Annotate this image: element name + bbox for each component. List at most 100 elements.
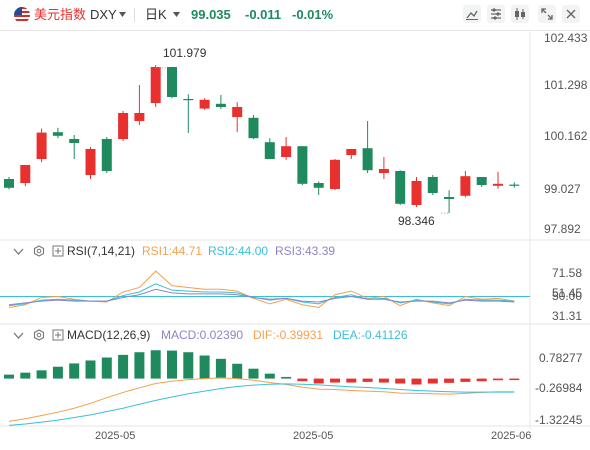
candle-body [69, 139, 80, 143]
candle-body [460, 176, 471, 196]
kline-chart-area[interactable] [0, 30, 590, 450]
macd-histogram-bar [444, 378, 455, 383]
macd-value: MACD:0.02390 [161, 328, 244, 342]
candle-style-button[interactable] [511, 5, 529, 23]
macd-histogram-bar [215, 358, 226, 379]
macd-histogram-bar [313, 378, 324, 384]
close-chart-button[interactable] [562, 5, 580, 23]
macd-histogram-bar [150, 350, 161, 379]
macd-histogram-bar [476, 378, 487, 382]
candle-body [264, 142, 275, 159]
macd-title: MACD(12,26,9) [67, 328, 151, 342]
settings-icon[interactable] [33, 245, 45, 257]
macd-histogram-bar [362, 378, 373, 382]
macd-histogram-bar [346, 378, 357, 383]
candle-body [150, 67, 161, 103]
price-change: -0.011 [245, 7, 282, 22]
settings-icon [491, 8, 501, 20]
macd-dif-line [8, 377, 515, 422]
last-price: 99.035 [191, 7, 231, 22]
candle-body [411, 181, 422, 205]
macd-axis-label: -1.32245 [535, 413, 583, 427]
macd-histogram-bar [85, 360, 96, 379]
price-axis-label: 101.298 [544, 78, 588, 92]
candle-body [167, 67, 177, 97]
macd-histogram-bar [330, 378, 340, 383]
rsi-legend: RSI(7,14,21) RSI1:44.71 RSI2:44.00 RSI3:… [0, 242, 520, 260]
macd-histogram-bar [248, 368, 259, 379]
indicator-icon[interactable] [52, 329, 64, 341]
candle-body [378, 169, 389, 173]
candle-body [476, 177, 487, 185]
collapse-icon[interactable] [13, 246, 24, 257]
price-axis-label: 100.162 [544, 129, 588, 143]
macd-histogram-bar [20, 372, 31, 379]
candle-body [248, 117, 259, 139]
macd-axis-label: -0.26984 [535, 381, 583, 395]
macd-histogram-bar [297, 378, 308, 382]
candle-body [52, 132, 63, 136]
instrument-name[interactable]: 美元指数 [34, 7, 87, 22]
period-selector[interactable]: 日K [145, 7, 167, 22]
dif-value: DIF:-0.39931 [253, 328, 324, 342]
candle-body [509, 184, 520, 186]
macd-histogram-bar [493, 378, 503, 381]
rsi2-value: RSI2:44.00 [208, 244, 269, 258]
rsi-line-2 [8, 283, 515, 307]
candle-body [427, 177, 438, 193]
macd-axis-label: 0.78277 [539, 351, 583, 365]
expand-icon [541, 8, 553, 20]
rsi-title: RSI(7,14,21) [67, 244, 136, 258]
candle-body [215, 103, 226, 107]
settings-icon[interactable] [33, 329, 45, 341]
macd-histogram-bar [183, 352, 194, 379]
close-icon [566, 9, 576, 19]
toolbar-divider [134, 8, 135, 22]
candle-body [134, 113, 145, 121]
rsi3-value: RSI3:43.39 [275, 244, 336, 258]
macd-histogram-bar [52, 366, 63, 379]
compare-button[interactable] [463, 5, 481, 23]
candle-body [395, 171, 406, 204]
low-price-label: 98.346 [398, 214, 435, 228]
rsi-axis-label: 31.31 [552, 309, 583, 323]
compare-icon [466, 10, 478, 20]
date-axis-label: 2025-06 [491, 430, 532, 442]
macd-histogram-bar [69, 363, 80, 379]
chart-toolbar: 美元指数 DXY 日K 99.035 -0.011 -0.01% [0, 0, 590, 31]
chevron-down-icon[interactable] [119, 12, 126, 17]
macd-legend: MACD(12,26,9) MACD:0.02390 DIF:-0.39931 … [0, 326, 520, 344]
indicator-icon[interactable] [52, 245, 64, 257]
price-change-percent: -0.01% [292, 7, 334, 22]
us-flag-icon [14, 7, 30, 23]
candle-body [36, 132, 47, 159]
macd-histogram-bar [199, 355, 210, 379]
instrument-code[interactable]: DXY [90, 7, 117, 22]
macd-histogram-bar [411, 378, 422, 385]
candle-body [20, 165, 31, 183]
macd-dea-line [8, 383, 515, 426]
candle-body [330, 159, 340, 189]
macd-histogram-bar [427, 378, 438, 384]
candle-style-icon [515, 8, 525, 20]
candle-body [183, 99, 194, 101]
indicator-settings-button[interactable] [487, 5, 505, 23]
macd-histogram-bar [509, 378, 520, 381]
rsi-axis-label: 51.45 [552, 286, 583, 300]
candle-body [199, 99, 210, 109]
date-axis-label: 2025-05 [293, 430, 334, 442]
rsi-axis-label: 50.00 [552, 289, 583, 303]
rsi-line-3 [8, 288, 515, 306]
candle-body [444, 197, 455, 199]
collapse-icon[interactable] [13, 330, 24, 341]
macd-histogram-bar [167, 350, 177, 379]
macd-histogram-bar [36, 370, 47, 379]
price-axis-label: 99.027 [544, 182, 581, 196]
dea-value: DEA:-0.41126 [333, 328, 408, 342]
macd-histogram-bar [460, 378, 471, 382]
macd-histogram-bar [232, 363, 243, 379]
candle-body [362, 148, 373, 171]
candle-body [85, 149, 96, 175]
expand-button[interactable] [538, 5, 556, 23]
chevron-down-icon[interactable] [173, 12, 180, 17]
